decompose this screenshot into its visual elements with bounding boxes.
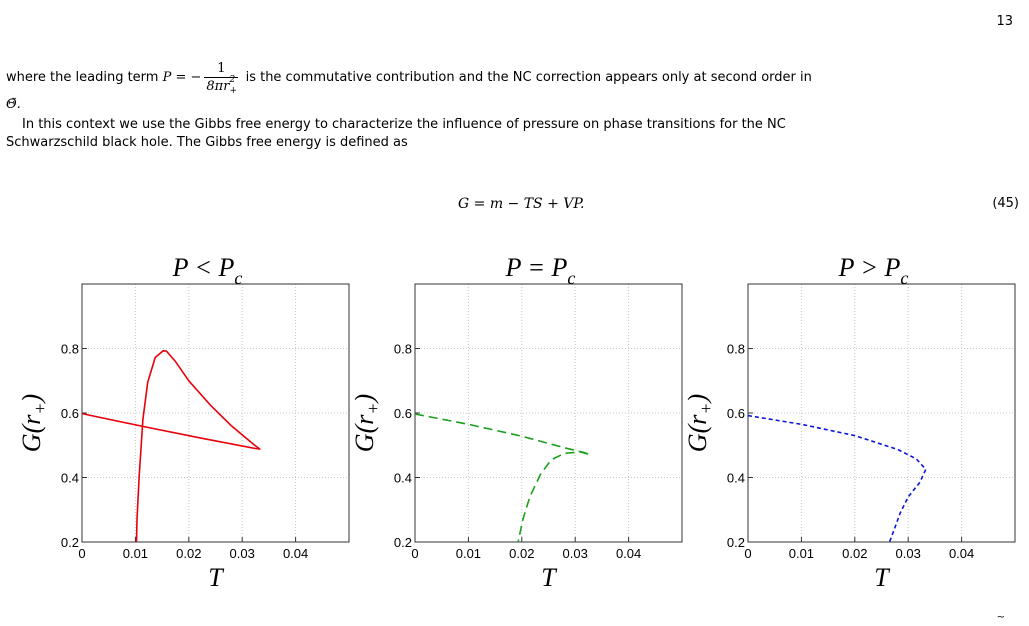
chart-title-subscript: c [567,268,575,288]
denominator-base: 8πr [206,79,230,94]
x-tick-label: 0.04 [616,546,641,561]
series-line-0 [81,350,261,543]
fraction-denominator: 8πr 2 + [204,75,238,96]
y-tick-label: 0.4 [61,471,79,486]
y-tick-label: 0.2 [394,535,412,550]
pressure-formula: P = −1 8πr 2 + [162,61,246,96]
x-tick-label: 0.02 [509,546,534,561]
paragraph2-line-1: In this context we use the Gibbs free en… [22,117,786,132]
x-tick-label: 0 [744,546,751,561]
plot-frame [414,283,683,543]
y-axis-label: G(r+) [350,394,383,452]
y-tick-label: 0.6 [727,406,745,421]
line1-text-pre: where the leading term [6,70,159,85]
y-tick-label: 0.8 [61,342,79,357]
plot-frame [81,283,350,543]
y-tick-label: 0.8 [727,342,745,357]
y-tick-label: 0.2 [61,535,79,550]
x-tick-label: 0.02 [842,546,867,561]
plot-frame [747,283,1016,543]
y-tick-label: 0.4 [727,471,745,486]
series-line-0 [414,413,592,543]
x-tick-label: 0.02 [176,546,201,561]
y-tick-label: 0.8 [394,342,412,357]
x-axis-label: T [874,563,890,592]
y-axis-label-close: ) [17,394,46,405]
paragraph2-line-2: Schwarzschild black hole. The Gibbs free… [6,135,408,150]
x-tick-label: 0.03 [230,546,255,561]
pressure-fraction: 1 8πr 2 + [204,60,239,96]
y-axis-label-subscript: + [30,402,50,414]
y-tick-label: 0.2 [727,535,745,550]
x-axis-label: T [541,563,557,592]
chart-title-subscript: c [234,268,242,288]
denominator-sup: 2 [229,75,236,85]
y-axis-label: G(r+) [17,394,50,452]
paragraph-line-1: where the leading term P = −1 8πr 2 + is th… [6,60,812,96]
y-tick-label: 0.6 [61,406,79,421]
y-axis-label-close: ) [683,394,712,405]
x-tick-label: 0.03 [896,546,921,561]
x-tick-label: 0.03 [563,546,588,561]
x-tick-label: 0 [411,546,418,561]
x-tick-label: 0.04 [283,546,308,561]
page-number: 13 [996,14,1013,29]
x-axis-label: T [208,563,224,592]
chart-title: P > Pc [838,253,909,288]
y-axis-label-close: ) [350,394,379,405]
chart-title-subscript: c [900,268,908,288]
equation-number: (45) [992,196,1019,211]
y-axis-label-subscript: + [696,402,716,414]
y-axis-label-subscript: + [363,402,383,414]
paragraph-line-2: Θ̃. [6,97,21,112]
pressure-formula-lhs: P = − [162,70,202,85]
x-tick-label: 0.04 [949,546,974,561]
trailing-mark: ~ [996,612,1005,623]
y-tick-label: 0.4 [394,471,412,486]
y-tick-label: 0.6 [394,406,412,421]
fraction-numerator: 1 [204,60,239,78]
figure-gibbs-panels: 0 0.01 0.02 0.03 0.04 0.2 0.4 0.6 0.8 P < Pc T G(r+… [17,253,1016,592]
chart-panel-p-less-pc: 0 0.01 0.02 0.03 0.04 0.2 0.4 0.6 0.8 P < Pc T G(r+… [17,253,350,592]
x-tick-label: 0.01 [123,546,148,561]
chart-title: P < Pc [172,253,243,288]
gibbs-equation: G = m − TS + VP. [458,196,585,212]
line1-text-post: is the commutative contribution and the … [245,70,812,85]
chart-title: P = Pc [505,253,576,288]
series-line-0 [747,414,927,543]
denominator-sub: + [229,86,237,96]
x-tick-label: 0.01 [789,546,814,561]
x-tick-label: 0 [78,546,85,561]
chart-panel-p-greater-pc: 0 0.01 0.02 0.03 0.04 0.2 0.4 0.6 0.8 P > Pc T G(r+… [683,253,1016,592]
y-axis-label: G(r+) [683,394,716,452]
x-tick-label: 0.01 [456,546,481,561]
chart-panel-p-equal-pc: 0 0.01 0.02 0.03 0.04 0.2 0.4 0.6 0.8 P = Pc T G(r+… [350,253,683,592]
